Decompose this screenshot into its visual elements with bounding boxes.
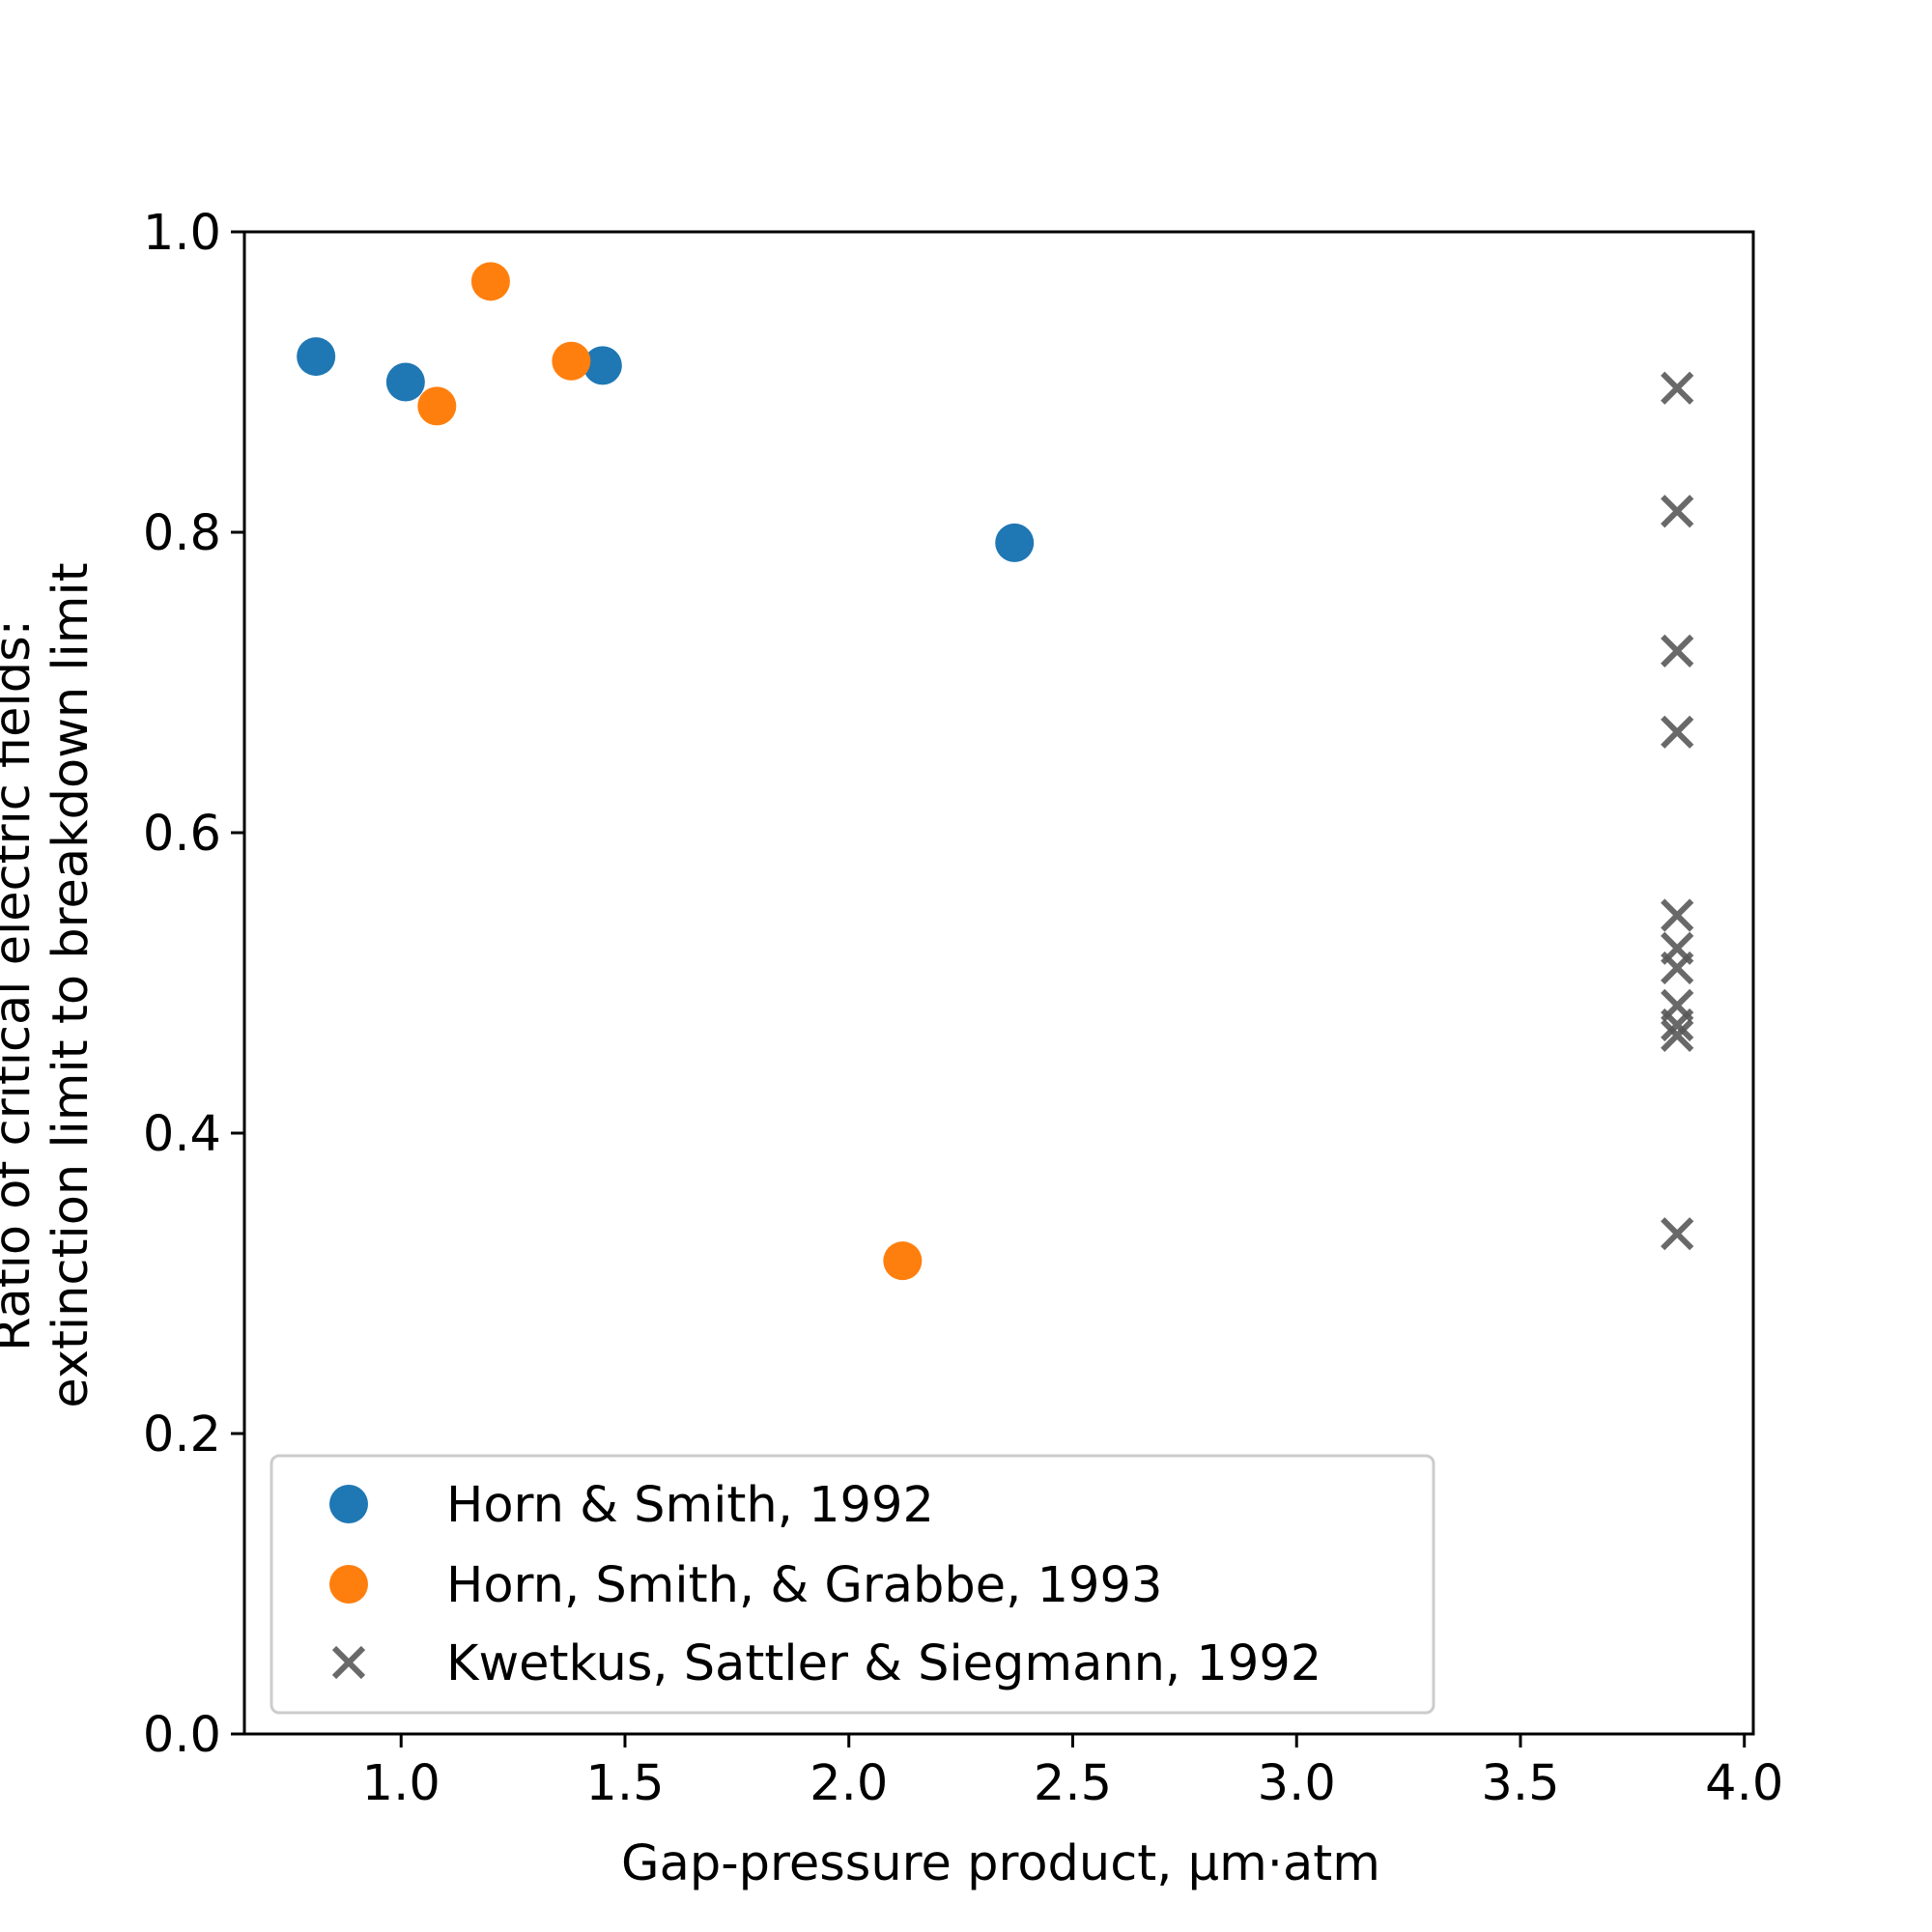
x-tick-label: 4.0 xyxy=(1705,1755,1783,1812)
data-point xyxy=(1661,1217,1694,1251)
legend-marker xyxy=(331,1645,366,1680)
legend-marker xyxy=(329,1485,368,1523)
data-point xyxy=(883,1241,923,1281)
legend-label: Kwetkus, Sattler & Siegmann, 1992 xyxy=(446,1635,1321,1692)
data-point xyxy=(995,523,1035,562)
data-point xyxy=(1661,715,1694,749)
data-point xyxy=(1661,495,1694,528)
legend-label: Horn & Smith, 1992 xyxy=(446,1477,934,1534)
data-point xyxy=(1661,1008,1694,1042)
data-point xyxy=(297,337,336,377)
y-tick-label: 0.0 xyxy=(143,1707,221,1764)
x-tick-label: 1.0 xyxy=(362,1755,440,1812)
y-tick-label: 0.8 xyxy=(143,505,221,562)
x-tick-label: 3.5 xyxy=(1481,1755,1559,1812)
y-axis-label-line-2: extinction limit to breakdown limit xyxy=(43,562,99,1407)
legend-marker xyxy=(329,1565,368,1604)
y-tick-label: 1.0 xyxy=(143,205,221,262)
y-tick-label: 0.4 xyxy=(143,1106,221,1163)
data-point xyxy=(552,341,591,381)
x-tick-label: 2.0 xyxy=(810,1755,888,1812)
x-tick-label: 3.0 xyxy=(1258,1755,1336,1812)
legend: Horn & Smith, 1992 Horn, Smith, & Grabbe,… xyxy=(270,1454,1435,1715)
legend-label: Horn, Smith, & Grabbe, 1993 xyxy=(446,1557,1162,1614)
legend-item: Horn & Smith, 1992 xyxy=(329,1477,934,1534)
x-tick-label: 1.5 xyxy=(585,1755,664,1812)
data-point xyxy=(1661,1018,1694,1053)
data-point xyxy=(417,386,457,426)
series-1 xyxy=(297,337,1035,562)
legend-box xyxy=(270,1454,1435,1715)
x-tick-label: 2.5 xyxy=(1034,1755,1112,1812)
data-point xyxy=(385,362,425,402)
data-point xyxy=(1661,371,1694,405)
data-point xyxy=(470,262,510,301)
y-tick-label: 0.2 xyxy=(143,1406,221,1463)
plot-frame xyxy=(242,230,1755,1736)
data-point xyxy=(1661,634,1694,668)
series-2 xyxy=(417,262,923,1281)
legend-item: Horn, Smith, & Grabbe, 1993 xyxy=(329,1557,1162,1614)
data-point xyxy=(1661,951,1694,985)
series-3 xyxy=(1661,371,1694,1251)
data-point xyxy=(582,346,622,385)
y-tick-label: 0.6 xyxy=(143,806,221,863)
legend-item: Kwetkus, Sattler & Siegmann, 1992 xyxy=(331,1635,1321,1692)
x-axis-label: Gap-pressure product, μm·atm xyxy=(621,1835,1380,1892)
data-point xyxy=(1661,898,1694,932)
y-axis-label-line-1: Ratio of critical electric fields: xyxy=(0,619,42,1351)
